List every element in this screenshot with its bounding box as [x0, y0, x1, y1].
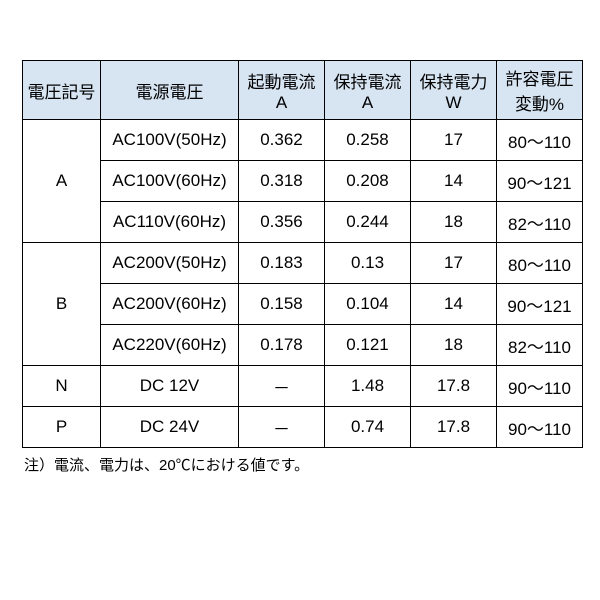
cell-tol: 82～110 — [497, 325, 583, 366]
cell-hold-a: 0.244 — [325, 202, 411, 243]
table-row: B AC200V(50Hz) 0.183 0.13 17 80～110 — [23, 243, 583, 284]
header-text: 電源電圧 — [101, 78, 238, 103]
cell-start: － — [239, 366, 325, 407]
cell-start: 0.318 — [239, 161, 325, 202]
cell-hold-a: 0.104 — [325, 284, 411, 325]
cell-supply: AC100V(60Hz) — [101, 161, 239, 202]
cell-hold-w: 17.8 — [411, 407, 497, 448]
page: 電圧記号 電源電圧 起動電流 A 保持電流 A 保持電力 W — [0, 0, 600, 475]
table-header-row: 電圧記号 電源電圧 起動電流 A 保持電流 A 保持電力 W — [23, 61, 583, 120]
cell-supply: AC220V(60Hz) — [101, 325, 239, 366]
cell-tol: 90～121 — [497, 284, 583, 325]
cell-start: 0.362 — [239, 120, 325, 161]
header-unit: A — [325, 93, 410, 113]
col-start-current: 起動電流 A — [239, 61, 325, 120]
cell-hold-w: 17 — [411, 243, 497, 284]
cell-code: A — [23, 120, 101, 243]
header-text: 保持電流 — [325, 68, 410, 93]
cell-supply: DC 24V — [101, 407, 239, 448]
col-tolerance: 許容電圧 変動% — [497, 61, 583, 120]
cell-code: B — [23, 243, 101, 366]
cell-hold-w: 18 — [411, 325, 497, 366]
table-row: AC220V(60Hz) 0.178 0.121 18 82～110 — [23, 325, 583, 366]
cell-code: N — [23, 366, 101, 407]
cell-start: 0.158 — [239, 284, 325, 325]
cell-hold-a: 0.74 — [325, 407, 411, 448]
cell-start: 0.183 — [239, 243, 325, 284]
cell-hold-a: 0.208 — [325, 161, 411, 202]
cell-supply: AC110V(60Hz) — [101, 202, 239, 243]
cell-hold-w: 14 — [411, 161, 497, 202]
cell-supply: AC200V(50Hz) — [101, 243, 239, 284]
header-unit: A — [239, 93, 324, 113]
cell-hold-w: 17 — [411, 120, 497, 161]
cell-hold-w: 18 — [411, 202, 497, 243]
cell-supply: AC200V(60Hz) — [101, 284, 239, 325]
header-text: 起動電流 — [239, 68, 324, 93]
table-body: A AC100V(50Hz) 0.362 0.258 17 80～110 AC1… — [23, 120, 583, 448]
cell-tol: 80～110 — [497, 120, 583, 161]
cell-supply: AC100V(50Hz) — [101, 120, 239, 161]
cell-tol: 90～110 — [497, 366, 583, 407]
table-row: AC110V(60Hz) 0.356 0.244 18 82～110 — [23, 202, 583, 243]
col-hold-power: 保持電力 W — [411, 61, 497, 120]
header-unit: W — [411, 93, 496, 113]
table-row: AC200V(60Hz) 0.158 0.104 14 90～121 — [23, 284, 583, 325]
header-text: 保持電力 — [411, 68, 496, 93]
footnote: 注）電流、電力は、20℃における値です。 — [22, 454, 578, 475]
cell-hold-a: 0.121 — [325, 325, 411, 366]
header-text: 電圧記号 — [23, 78, 100, 103]
cell-start: 0.178 — [239, 325, 325, 366]
table-row: P DC 24V － 0.74 17.8 90～110 — [23, 407, 583, 448]
table-row: N DC 12V － 1.48 17.8 90～110 — [23, 366, 583, 407]
cell-start: － — [239, 407, 325, 448]
header-text: 許容電圧 — [497, 65, 582, 90]
cell-hold-a: 1.48 — [325, 366, 411, 407]
cell-tol: 90～110 — [497, 407, 583, 448]
table-header: 電圧記号 電源電圧 起動電流 A 保持電流 A 保持電力 W — [23, 61, 583, 120]
cell-code: P — [23, 407, 101, 448]
cell-tol: 82～110 — [497, 202, 583, 243]
cell-supply: DC 12V — [101, 366, 239, 407]
table-row: A AC100V(50Hz) 0.362 0.258 17 80～110 — [23, 120, 583, 161]
spec-table: 電圧記号 電源電圧 起動電流 A 保持電流 A 保持電力 W — [22, 60, 583, 448]
cell-start: 0.356 — [239, 202, 325, 243]
cell-tol: 80～110 — [497, 243, 583, 284]
col-voltage-code: 電圧記号 — [23, 61, 101, 120]
cell-hold-a: 0.258 — [325, 120, 411, 161]
col-supply-voltage: 電源電圧 — [101, 61, 239, 120]
cell-hold-a: 0.13 — [325, 243, 411, 284]
header-unit: 変動% — [497, 90, 582, 115]
cell-hold-w: 14 — [411, 284, 497, 325]
cell-tol: 90～121 — [497, 161, 583, 202]
table-row: AC100V(60Hz) 0.318 0.208 14 90～121 — [23, 161, 583, 202]
col-hold-current: 保持電流 A — [325, 61, 411, 120]
cell-hold-w: 17.8 — [411, 366, 497, 407]
